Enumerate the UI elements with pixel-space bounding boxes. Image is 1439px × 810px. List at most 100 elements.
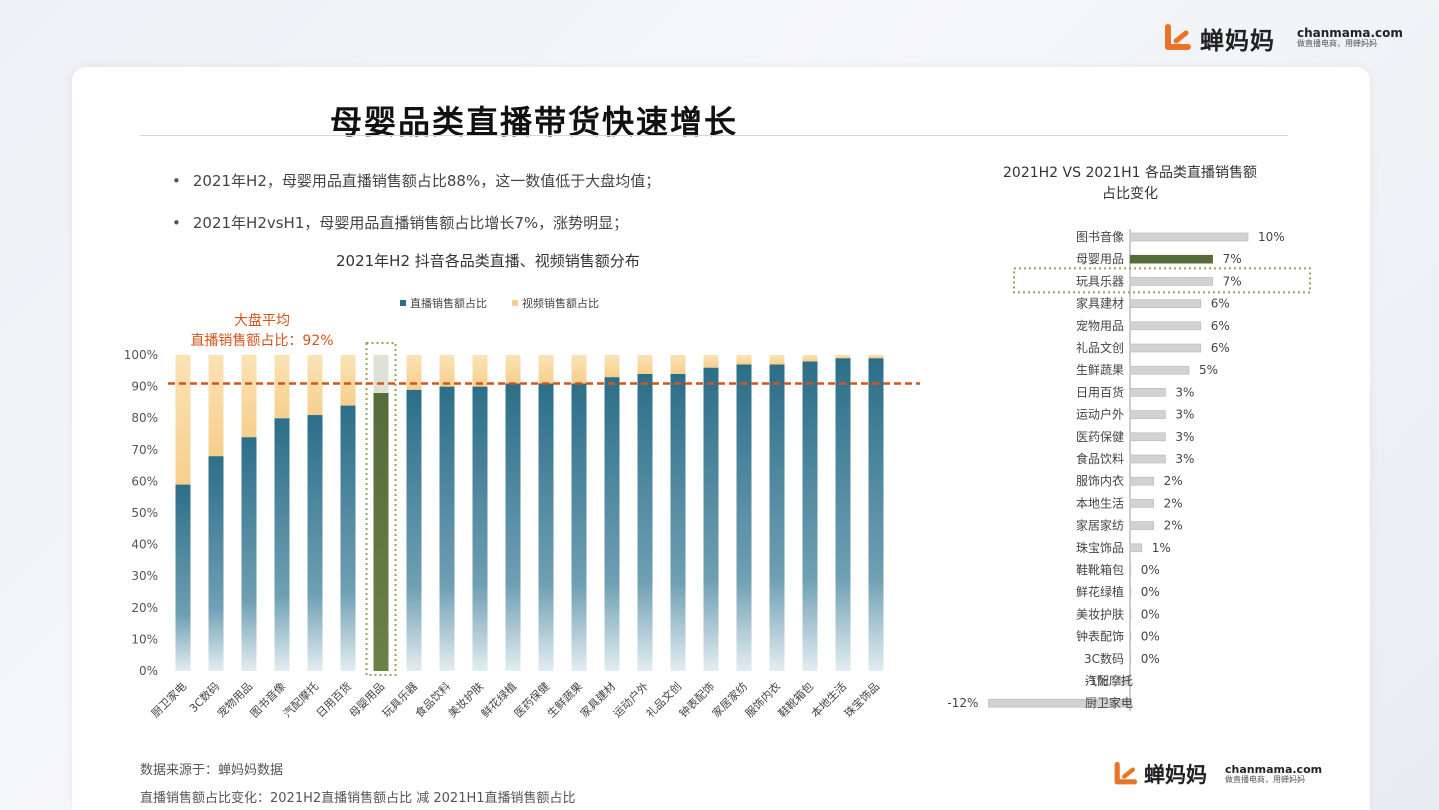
side-value-label: 3% xyxy=(1175,408,1194,422)
bar-video xyxy=(439,355,455,387)
footnote-source: 数据来源于：蝉妈妈数据 xyxy=(140,763,284,778)
side-category-label: 礼品文创 xyxy=(1076,340,1124,355)
side-value-label: -1% xyxy=(1085,674,1108,688)
bar-live xyxy=(703,367,719,671)
bar-video xyxy=(868,355,884,359)
side-value-label: 3% xyxy=(1175,430,1194,444)
y-tick-label: 100% xyxy=(124,348,158,362)
side-category-label: 鞋靴箱包 xyxy=(1076,562,1124,577)
side-category-label: 家居家纺 xyxy=(1076,518,1124,533)
y-tick-label: 30% xyxy=(131,569,158,583)
side-category-label: 厨卫家电 xyxy=(1085,695,1133,710)
y-tick-label: 90% xyxy=(131,380,158,394)
side-bar xyxy=(1129,410,1166,419)
side-value-label: 10% xyxy=(1258,230,1285,244)
bar-video xyxy=(472,355,488,387)
side-value-label: 7% xyxy=(1223,274,1242,288)
bar-video xyxy=(604,355,620,378)
side-value-label: 2% xyxy=(1164,496,1183,510)
side-value-label: 7% xyxy=(1223,252,1242,266)
side-category-label: 图书音像 xyxy=(1076,229,1124,244)
average-label-line1: 大盘平均 xyxy=(234,312,290,329)
footer-logo: 蝉妈妈 chanmama.com 做直播电商，用蝉妈妈 xyxy=(1112,759,1322,789)
side-category-label: 服饰内衣 xyxy=(1076,473,1124,488)
side-category-label: 母婴用品 xyxy=(1076,252,1124,266)
bar-live xyxy=(604,377,620,671)
brand-tagline: 做直播电商，用蝉妈妈 xyxy=(1297,39,1377,49)
bar-live xyxy=(340,405,356,671)
side-bar xyxy=(1129,521,1154,530)
bar-live xyxy=(637,373,653,671)
y-tick-label: 10% xyxy=(131,632,158,646)
highlight-box xyxy=(365,342,397,676)
chanmama-logo-icon xyxy=(1165,24,1191,50)
bar-live xyxy=(571,383,587,671)
average-label-line2: 直播销售额占比：92% xyxy=(190,332,333,349)
legend-label-live: 直播销售额占比 xyxy=(410,296,487,310)
y-tick-label: 20% xyxy=(131,601,158,615)
bullet-2: 2021年H2vsH1，母婴用品直播销售额占比增长7%，涨势明显； xyxy=(172,212,628,233)
bar-live xyxy=(670,373,686,671)
side-value-label: 0% xyxy=(1141,652,1160,666)
side-value-label: 1% xyxy=(1152,541,1171,555)
side-chart-title-line1: 2021H2 VS 2021H1 各品类直播销售额 xyxy=(1003,164,1257,181)
bar-live xyxy=(175,484,191,671)
side-bar xyxy=(1129,499,1154,508)
bar-live xyxy=(406,389,422,671)
side-value-label: 0% xyxy=(1141,630,1160,644)
side-value-label: 5% xyxy=(1199,363,1218,377)
side-value-label: 2% xyxy=(1164,474,1183,488)
side-category-label: 宠物用品 xyxy=(1076,318,1124,333)
y-tick-label: 0% xyxy=(139,664,158,678)
bar-video xyxy=(175,355,191,485)
bar-live xyxy=(736,364,752,671)
footer-brand-tagline: 做直播电商，用蝉妈妈 xyxy=(1225,774,1305,784)
bar-live xyxy=(241,437,257,671)
side-value-label: 6% xyxy=(1211,297,1230,311)
bar-video xyxy=(571,355,587,384)
side-bar xyxy=(1129,587,1132,597)
page-title: 母婴品类直播带货快速增长 xyxy=(330,103,739,141)
brand-domain: chanmama.com xyxy=(1297,26,1403,40)
side-chart-title-line2: 占比变化 xyxy=(1102,186,1158,202)
bar-video xyxy=(208,355,224,457)
side-bar xyxy=(1129,343,1202,353)
side-bar xyxy=(1129,232,1249,242)
bar-video xyxy=(406,355,422,390)
side-value-label: 0% xyxy=(1141,563,1160,577)
side-bar xyxy=(1129,321,1202,331)
main-stacked-bar-chart: 0% 10% 20% 30% 40% 50% 60% 70% 80% 90% 100% 直播销售额占比… xyxy=(124,296,920,720)
y-tick-label: 70% xyxy=(131,443,158,457)
footer-brand-name: 蝉妈妈 xyxy=(1144,763,1207,787)
side-category-label: 本地生活 xyxy=(1076,496,1124,510)
side-bar xyxy=(1129,543,1143,553)
side-bar xyxy=(1129,388,1166,397)
legend-label-video: 视频销售额占比 xyxy=(522,296,599,310)
side-value-label: 0% xyxy=(1141,585,1160,599)
bar-live xyxy=(769,364,785,671)
bar-video xyxy=(736,355,752,365)
side-category-label: 3C数码 xyxy=(1084,651,1124,666)
side-bar xyxy=(1129,610,1132,619)
side-value-label: -12% xyxy=(947,696,978,710)
bar-live xyxy=(373,392,389,671)
bar-live xyxy=(307,415,323,671)
bar-video xyxy=(274,355,290,419)
bar-live xyxy=(505,383,521,671)
bullet-1: 2021年H2，母婴用品直播销售额占比88%，这一数值低于大盘均值； xyxy=(172,170,660,191)
bar-live xyxy=(208,456,224,671)
bar-live xyxy=(868,358,884,671)
side-category-label: 食品饮料 xyxy=(1076,451,1124,466)
header-logo: 蝉妈妈 chanmama.com 做直播电商，用蝉妈妈 xyxy=(1162,18,1403,58)
main-chart-title: 2021年H2 抖音各品类直播、视频销售额分布 xyxy=(336,252,640,270)
side-category-label: 珠宝饰品 xyxy=(1076,541,1124,555)
title-divider xyxy=(140,135,1288,136)
bar-video xyxy=(769,355,785,365)
y-tick-label: 80% xyxy=(131,411,158,425)
y-tick-label: 60% xyxy=(131,474,158,488)
bar-video xyxy=(670,355,686,374)
bar-video xyxy=(340,355,356,406)
side-category-label: 医药保健 xyxy=(1076,430,1124,444)
side-category-label: 日用百货 xyxy=(1076,384,1124,399)
